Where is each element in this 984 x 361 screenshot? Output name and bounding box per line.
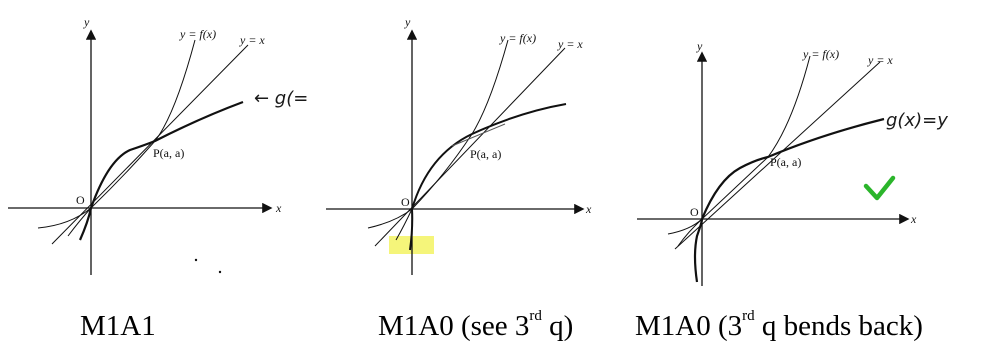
panel-2-x-line-label: y = x — [557, 37, 583, 51]
panel-2-graph: y x O P(a, a) y = f(x) y = x — [326, 15, 592, 275]
panel-3-x-line-label: y = x — [867, 53, 893, 67]
panel-2-y-label: y — [404, 15, 411, 29]
panel-3-curve-g — [693, 117, 885, 283]
panel-3-handwritten-label: g(x)=y — [886, 110, 948, 131]
panel-3-caption: M1A0 (3rd q bends back) — [635, 309, 923, 342]
panel-2-curve-f — [367, 39, 509, 229]
panel-1-curve-f — [37, 39, 196, 229]
panel-2-caption-text: M1A0 (see 3 — [378, 310, 530, 342]
panel-2-point-label: P(a, a) — [470, 147, 501, 161]
panel-1-caption: M1A1 — [80, 312, 156, 341]
panel-1-point-label: P(a, a) — [153, 146, 184, 160]
panel-1-handwritten-label: ← g(= — [254, 88, 308, 109]
panel-3-curve-f — [667, 55, 811, 235]
panel-2-caption: M1A0 (see 3rd q) — [378, 309, 574, 342]
panel-3-caption-suffix: q bends back) — [754, 310, 923, 342]
panel-3-origin-label: O — [690, 205, 699, 219]
panel-1-graph: y x O P(a, a) y = f(x) y = x ← g(= — [8, 15, 308, 275]
panel-3-graph: y x O P(a, a) y = f(x) y = x g(x)=y — [637, 39, 948, 286]
panel-2-g-lower-tail — [395, 208, 413, 241]
panel-1-line-y-equals-x — [51, 44, 249, 245]
panel-1-x-line-label: y = x — [239, 33, 265, 47]
panel-3-g-lower-tail — [677, 218, 703, 247]
panel-3-caption-text: M1A0 (3 — [635, 310, 743, 342]
panel-2-curve-g — [409, 103, 567, 251]
panel-3-line-y-equals-x — [674, 61, 881, 250]
panel-2-x-label: x — [585, 202, 592, 216]
panel-1-origin-label: O — [76, 193, 85, 207]
panel-3-x-label: x — [910, 212, 917, 226]
panel-1-x-label: x — [275, 201, 282, 215]
panel-3-f-label: y = f(x) — [802, 47, 839, 61]
panel-2-caption-superscript: rd — [529, 308, 542, 325]
panel-2-tangent-stroke — [451, 123, 506, 147]
panel-1-curve-g — [78, 100, 244, 241]
panel-2-caption-suffix: q) — [541, 310, 574, 342]
panel-2-line-y-equals-x — [374, 47, 566, 247]
panel-1-f-label: y = f(x) — [179, 27, 216, 41]
panel-1-y-label: y — [83, 15, 90, 29]
panel-1-caption-text: M1A1 — [80, 310, 156, 342]
panel-3-caption-superscript: rd — [742, 308, 755, 325]
panel-2-origin-label: O — [401, 195, 410, 209]
panel-3-point-label: P(a, a) — [770, 155, 801, 169]
panel-2-f-label: y = f(x) — [499, 31, 536, 45]
panel-3-y-label: y — [696, 39, 703, 53]
check-mark-icon — [863, 175, 896, 201]
panel-1-g-lower-tail — [67, 207, 92, 237]
